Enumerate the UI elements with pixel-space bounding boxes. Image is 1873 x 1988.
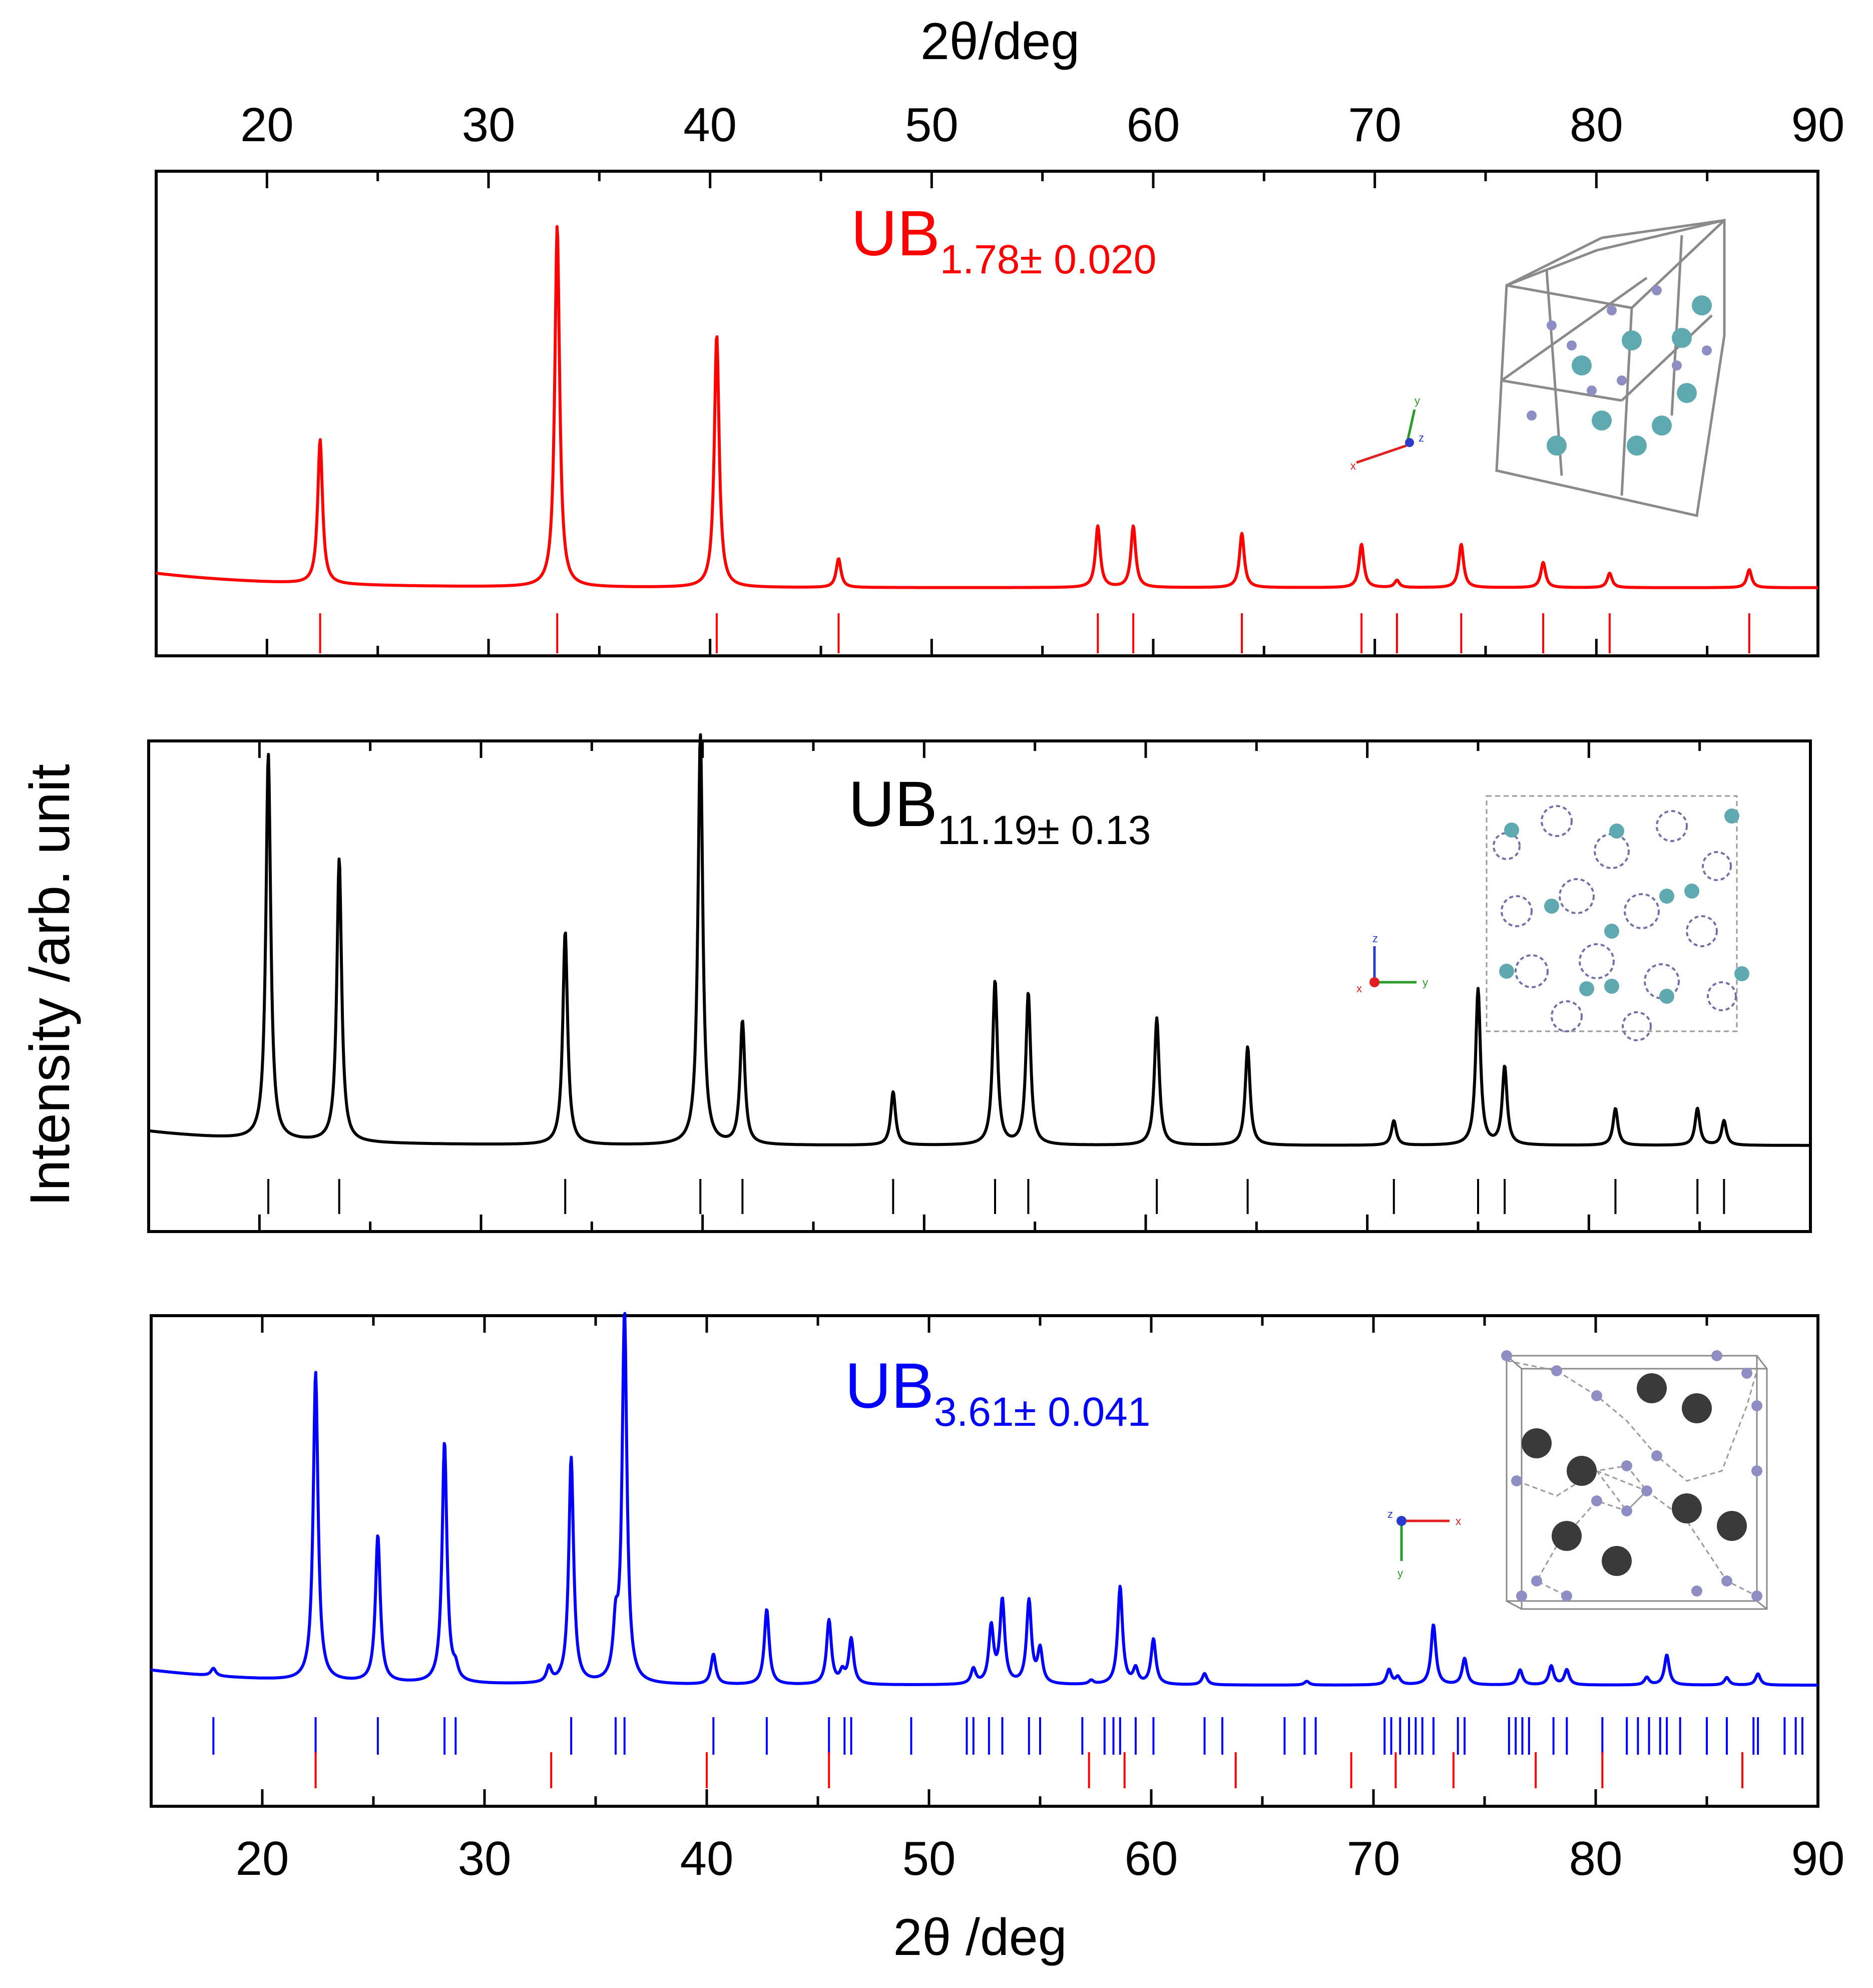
bottom-tick-label: 60 [1125,1832,1178,1885]
phase-label: UB3.61± 0.041 [845,1350,1150,1435]
phase-label: UB11.19± 0.13 [848,768,1151,853]
hexagonal-cell-icon [1495,218,1726,518]
panel-ticks [258,741,1701,1232]
phase-label-subscript: 11.19± 0.13 [938,808,1151,853]
cubic-cage-cell-icon [1486,795,1749,1041]
panel-ub4: UB3.61± 0.041 x y z [150,1312,1819,1808]
bottom-axis: 20 30 40 50 60 70 80 90 2θ /deg [236,1832,1845,1966]
peak-point [615,1636,616,1637]
y-axis-title: Intensity /arb. unit [19,764,81,1207]
panel-frame [147,739,1812,1233]
panel-ub12: UB11.19± 0.13 z y x [147,733,1812,1233]
diffraction-pattern-line [148,733,1811,1147]
phase-label-base: UB [848,768,938,840]
phase-label-subscript: 1.78± 0.020 [940,237,1157,282]
svg-text:y: y [1415,394,1420,407]
pattern-group [150,1312,1819,1687]
pattern-group [148,733,1811,1147]
svg-text:x: x [1456,1515,1461,1527]
reference-lines [267,1179,1725,1214]
tetragonal-cell-icon [1501,1350,1768,1610]
bottom-tick-label: 80 [1569,1832,1623,1885]
pattern-group [155,225,1819,589]
svg-text:x: x [1350,460,1356,472]
top-tick-label: 30 [462,98,516,152]
svg-text:y: y [1397,1567,1403,1579]
panel-frame [150,1314,1819,1808]
panel-ticks [261,1316,1708,1806]
panel-frame [155,170,1819,657]
coordinate-axes-icon: x y z [1387,1508,1461,1579]
top-axis: 2θ/deg 20 30 40 50 60 70 80 90 [240,13,1844,152]
top-tick-label: 50 [905,98,959,152]
coordinate-axes-icon: x y z [1350,394,1424,472]
bottom-tick-label: 50 [902,1832,956,1885]
svg-text:z: z [1387,1508,1393,1520]
peak-point [716,334,717,335]
top-tick-label: 20 [240,98,294,152]
coordinate-axes-icon: z y x [1356,932,1428,995]
diffraction-pattern-line [155,225,1819,589]
svg-text:z: z [1419,432,1424,444]
panel-ub2: UB1.78± 0.020 x y z [155,170,1819,657]
bottom-axis-title: 2θ /deg [893,1908,1067,1966]
top-tick-label: 60 [1127,98,1180,152]
bottom-tick-label: 40 [680,1832,734,1885]
peak-point [213,1677,214,1678]
top-tick-label: 40 [683,98,737,152]
phase-label-base: UB [845,1350,934,1422]
bottom-tick-labels: 20 30 40 50 60 70 80 90 [236,1832,1845,1885]
phase-label-subscript: 3.61± 0.041 [934,1389,1151,1435]
phase-label-base: UB [851,198,940,269]
peak-point [455,1674,456,1675]
peak-point [842,1674,843,1675]
diffraction-pattern-line [150,1312,1819,1687]
top-tick-labels: 20 30 40 50 60 70 80 90 [240,98,1844,152]
top-tick-label: 70 [1348,98,1401,152]
phase-label: UB1.78± 0.020 [851,198,1156,282]
svg-text:z: z [1372,932,1378,945]
svg-text:y: y [1423,976,1428,989]
bottom-tick-label: 90 [1791,1832,1845,1885]
svg-text:x: x [1356,982,1362,995]
reference-lines [212,1717,1803,1788]
bottom-tick-label: 30 [458,1832,512,1885]
reference-lines [319,613,1750,653]
bottom-tick-label: 20 [236,1832,289,1885]
top-axis-title: 2θ/deg [920,13,1080,71]
panel-ticks [265,171,1709,656]
top-tick-label: 80 [1570,98,1623,152]
top-tick-label: 90 [1791,98,1845,152]
bottom-tick-label: 70 [1347,1832,1400,1885]
